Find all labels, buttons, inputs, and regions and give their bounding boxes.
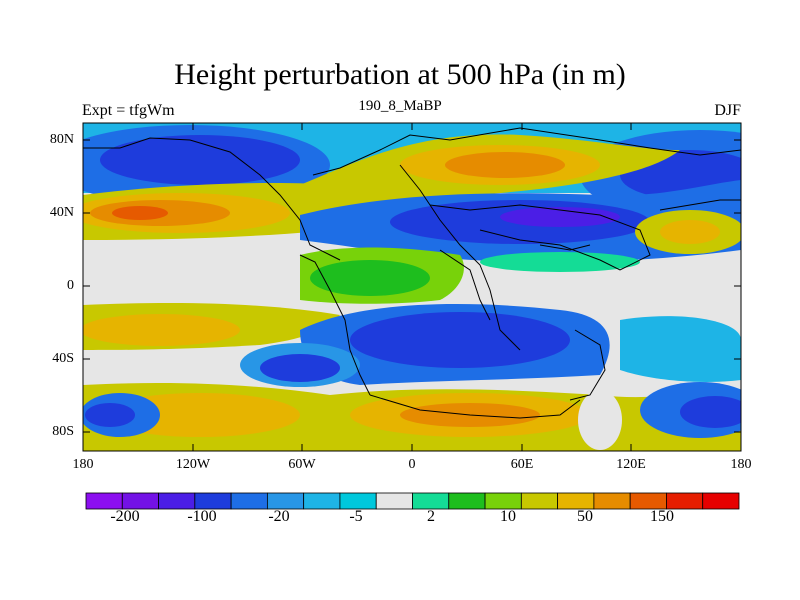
x-tick-label: 60W <box>288 457 316 472</box>
y-tick-label: 0 <box>67 278 74 293</box>
colorbar-label: 2 <box>427 508 435 525</box>
colorbar-swatch <box>520 492 559 510</box>
y-tick-label: 80S <box>52 424 74 439</box>
colorbar-label: -100 <box>187 508 217 525</box>
y-tick-label: 40S <box>52 351 74 366</box>
x-tick-label: 180 <box>72 457 94 472</box>
coastlines <box>83 127 741 419</box>
colorbar-swatch <box>85 492 123 510</box>
colorbar-swatch <box>121 492 159 510</box>
colorbar-swatch <box>702 492 740 510</box>
colorbar-label: -20 <box>268 508 290 525</box>
season-label: DJF <box>714 102 741 119</box>
y-tick-label: 80N <box>49 132 74 147</box>
plot-title: Height perturbation at 500 hPa (in m) <box>174 58 626 91</box>
colorbar-label: 10 <box>500 508 516 525</box>
colorbar-label: 150 <box>650 508 674 525</box>
colorbar-swatch <box>557 492 595 510</box>
colorbar-swatch <box>629 492 667 510</box>
axis-ticks <box>83 123 741 451</box>
colorbar-swatch <box>666 492 704 510</box>
colorbar-swatch <box>194 492 232 510</box>
x-tick-label: 120E <box>616 457 646 472</box>
colorbar-label: -5 <box>349 508 363 525</box>
x-tick-label: 180 <box>730 457 752 472</box>
colorbar-label: 50 <box>577 508 593 525</box>
x-tick-label: 120W <box>175 457 211 472</box>
contour-field <box>83 123 741 451</box>
colorbar-label: -200 <box>110 508 140 525</box>
colorbar-swatch <box>412 492 450 510</box>
y-tick-label: 40N <box>49 205 74 220</box>
colorbar-swatch <box>375 492 413 510</box>
colorbar-swatch <box>484 492 522 510</box>
colorbar-swatch <box>230 492 268 510</box>
colorbar-swatch <box>158 492 196 510</box>
colorbar <box>85 492 740 510</box>
case-label: 190_8_MaBP <box>358 98 442 114</box>
colorbar-swatch <box>303 492 341 510</box>
colorbar-swatch <box>339 492 377 510</box>
x-tick-label: 60E <box>510 457 534 472</box>
experiment-label: Expt = tfgWm <box>82 102 175 119</box>
colorbar-swatch <box>593 492 631 510</box>
x-tick-label: 0 <box>408 457 416 472</box>
colorbar-swatch <box>266 492 305 510</box>
colorbar-swatch <box>448 492 486 510</box>
